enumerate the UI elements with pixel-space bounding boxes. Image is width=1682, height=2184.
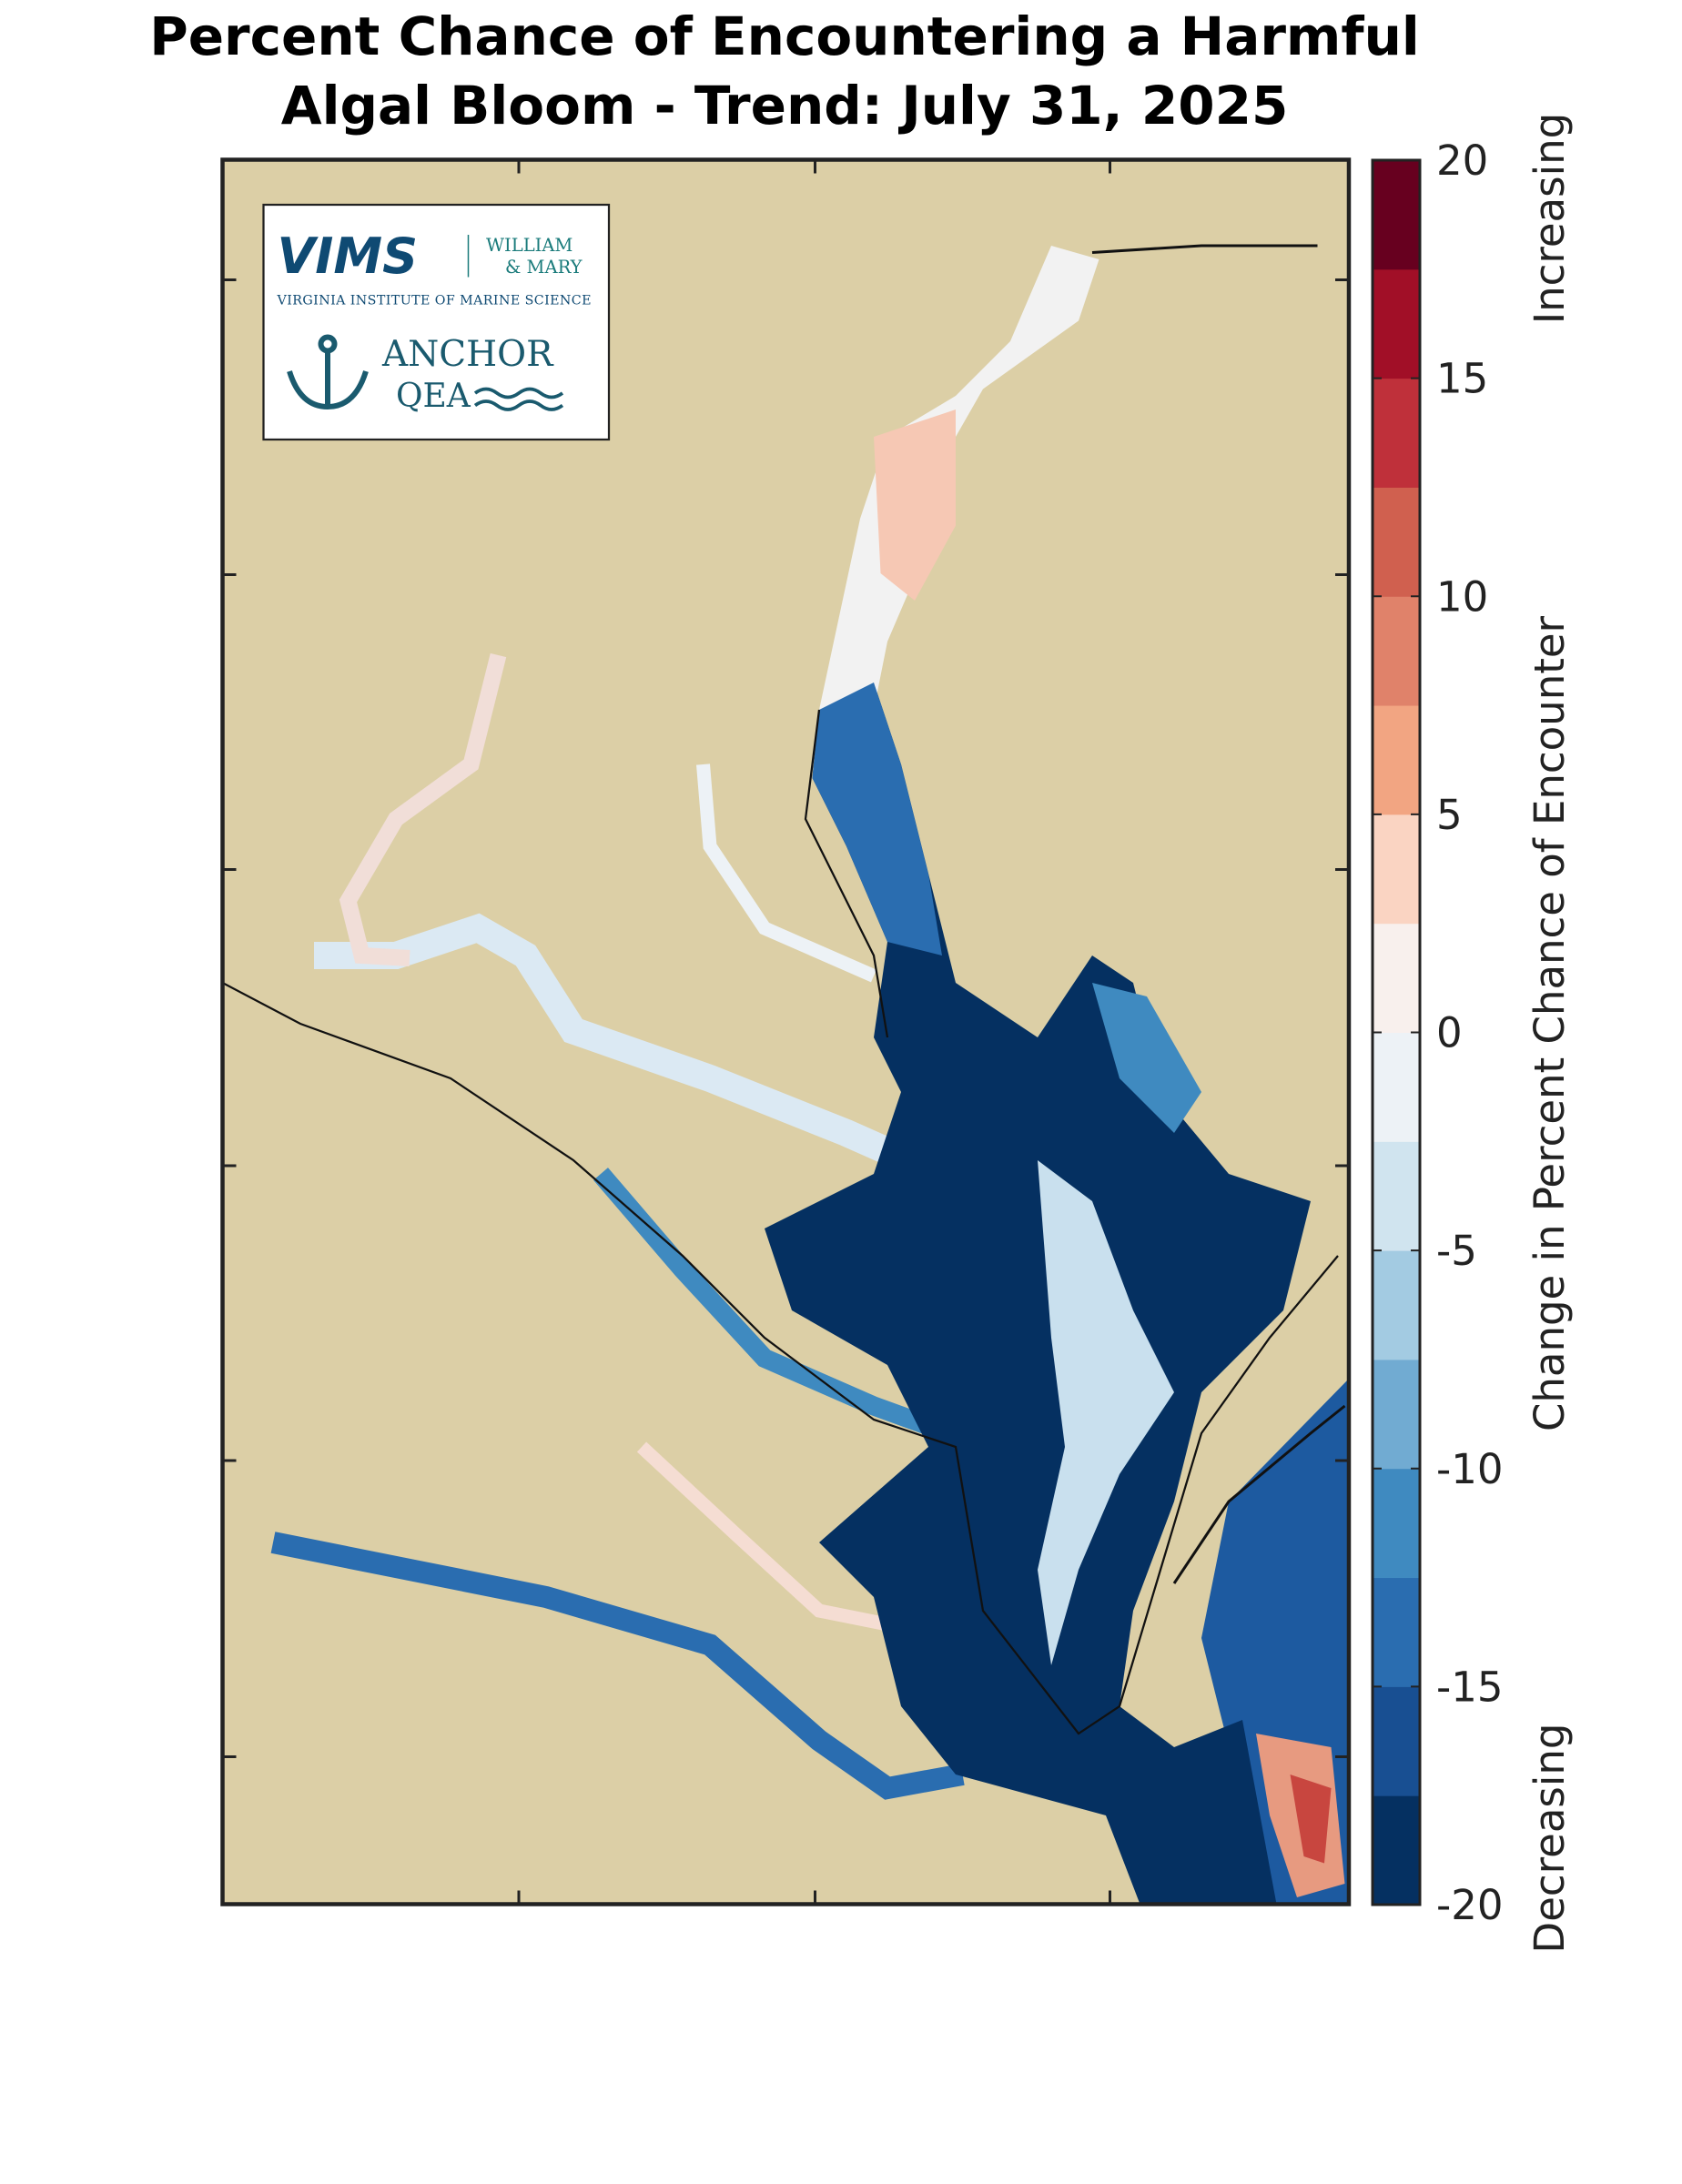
colorbar-tick-label: 0 bbox=[1436, 1009, 1463, 1057]
shoreline bbox=[1091, 244, 1318, 254]
colorbar-segment bbox=[1373, 1577, 1420, 1687]
ocean-patch bbox=[1290, 1774, 1332, 1864]
colorbar-segment bbox=[1373, 1795, 1420, 1906]
colorbar-segment bbox=[1373, 1468, 1420, 1579]
river bbox=[270, 1532, 965, 1800]
anchor-icon bbox=[287, 334, 369, 410]
water bbox=[222, 244, 1349, 1905]
colorbar-segment bbox=[1373, 160, 1420, 270]
shoreline bbox=[1172, 1404, 1346, 1584]
upper-bay bbox=[819, 246, 1099, 710]
shoal bbox=[1038, 1160, 1174, 1665]
frame-ticks bbox=[222, 159, 1349, 1905]
colorbar-segment bbox=[1373, 487, 1420, 597]
colorbar-label: Change in Percent Chance of Encounter bbox=[1525, 615, 1574, 1431]
colorbar-segment bbox=[1373, 596, 1420, 706]
colorbar-segment bbox=[1373, 705, 1420, 815]
colorbar-segment bbox=[1373, 1250, 1420, 1360]
colorbar-tick-label: 5 bbox=[1436, 791, 1463, 839]
upper-bay-patch bbox=[874, 410, 956, 601]
colorbar-segment bbox=[1373, 268, 1420, 379]
map-frame bbox=[220, 157, 1352, 1906]
river bbox=[696, 763, 877, 983]
colorbar-tick-label: 10 bbox=[1436, 572, 1488, 621]
colorbar-tick-label: -15 bbox=[1436, 1663, 1504, 1711]
logo-william: WILLIAM bbox=[486, 235, 572, 256]
colorbar-segment bbox=[1373, 378, 1420, 488]
logo-vims: VIMS bbox=[278, 228, 419, 285]
shoreline bbox=[222, 982, 1339, 1735]
river bbox=[339, 652, 507, 966]
colorbar-segment bbox=[1373, 1141, 1420, 1251]
colorbar-top-label: Increasing bbox=[1525, 113, 1574, 324]
colorbar: -20 -15 -10 -5 0 5 10 15 20 bbox=[1371, 136, 1504, 1929]
colorbar-segment bbox=[1373, 814, 1420, 925]
colorbar-tick-label: 15 bbox=[1436, 355, 1488, 403]
river bbox=[593, 1168, 953, 1442]
title-line: Algal Bloom - Trend: July 31, 2025 bbox=[281, 75, 1289, 136]
logo-box bbox=[262, 203, 611, 441]
shoal bbox=[1092, 983, 1201, 1133]
shoreline bbox=[804, 709, 889, 1038]
logo-qea: QEA bbox=[396, 378, 471, 415]
title-line: Percent Chance of Encountering a Harmful bbox=[149, 5, 1420, 67]
colorbar-segment bbox=[1373, 1686, 1420, 1796]
colorbar-tick-label: -10 bbox=[1436, 1445, 1504, 1493]
logo: VIMS WILLIAM & MARY VIRGINIA INSTITUTE O… bbox=[262, 203, 611, 441]
colorbar-tick-label: -5 bbox=[1436, 1227, 1477, 1275]
map: VIMS WILLIAM & MARY VIRGINIA INSTITUTE O… bbox=[220, 157, 1352, 1906]
logo-waves bbox=[473, 387, 564, 411]
bay-edge bbox=[812, 682, 942, 956]
colorbar-segment bbox=[1373, 1359, 1420, 1470]
colorbar-segment bbox=[1373, 923, 1420, 1033]
colorbar-bottom-label: Decreasing bbox=[1525, 1724, 1574, 1954]
colorbar-segment bbox=[1373, 1032, 1420, 1142]
bay bbox=[765, 682, 1311, 1905]
logo-anchor: ANCHOR bbox=[381, 334, 554, 375]
colorbar-tick-label: 20 bbox=[1436, 136, 1488, 185]
colorbar-tick-label: -20 bbox=[1436, 1881, 1504, 1929]
logo-mary: & MARY bbox=[505, 257, 583, 278]
river bbox=[636, 1441, 889, 1632]
logo-institute: VIRGINIA INSTITUTE OF MARINE SCIENCE bbox=[277, 294, 592, 308]
